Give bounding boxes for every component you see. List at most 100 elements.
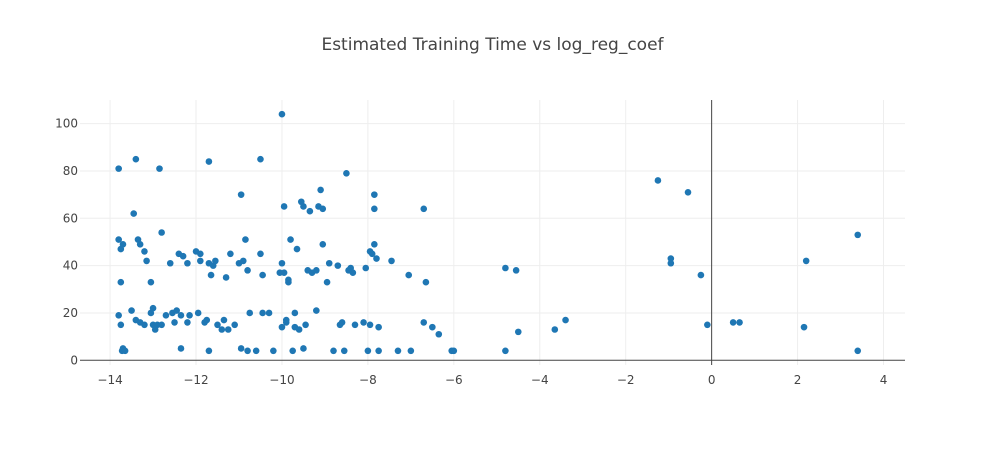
- scatter-point: [119, 241, 127, 248]
- scatter-point: [280, 269, 288, 277]
- scatter-point: [278, 323, 286, 331]
- scatter-point: [729, 319, 737, 326]
- scatter-point: [371, 191, 378, 198]
- grid-lines: [80, 100, 905, 365]
- scatter-point: [212, 257, 219, 265]
- scatter-point: [295, 326, 303, 333]
- scatter-point: [317, 186, 324, 194]
- scatter-point: [143, 257, 150, 265]
- scatter-point: [158, 229, 165, 236]
- scatter-point: [128, 307, 135, 314]
- scatter-point: [340, 347, 348, 355]
- scatter-point: [237, 345, 245, 352]
- scatter-point: [330, 347, 337, 355]
- scatter-point: [360, 319, 367, 326]
- scatter-point: [173, 307, 180, 314]
- scatter-point: [280, 203, 288, 210]
- scatter-point: [184, 259, 191, 267]
- scatter-point: [239, 257, 247, 265]
- scatter-point: [115, 236, 122, 243]
- scatter-point: [289, 347, 296, 355]
- scatter-point: [405, 271, 413, 279]
- scatter-point: [237, 191, 245, 198]
- scatter-point: [394, 347, 402, 355]
- scatter-point: [166, 259, 174, 267]
- scatter-point: [313, 267, 320, 274]
- scatter-point: [177, 345, 185, 352]
- scatter-point: [435, 330, 443, 338]
- y-tick-label: 80: [63, 164, 78, 178]
- scatter-point: [512, 267, 520, 274]
- scatter-point: [300, 345, 307, 352]
- scatter-point: [132, 155, 140, 163]
- scatter-point: [141, 248, 148, 255]
- scatter-point: [214, 321, 221, 329]
- scatter-point: [502, 347, 509, 355]
- scatter-point: [343, 170, 350, 177]
- scatter-point: [257, 250, 264, 258]
- scatter-point: [351, 321, 359, 329]
- x-tick-label: 2: [794, 373, 802, 387]
- scatter-point: [371, 205, 378, 213]
- scatter-point: [227, 250, 234, 258]
- scatter-point: [697, 271, 705, 279]
- scatter-point: [244, 347, 251, 355]
- x-tick-label: −4: [531, 373, 549, 387]
- scatter-point: [117, 278, 125, 286]
- scatter-point: [704, 321, 711, 329]
- data-points: [115, 110, 862, 355]
- scatter-point: [207, 271, 215, 279]
- scatter-point: [287, 236, 294, 243]
- scatter-point: [300, 203, 307, 210]
- scatter-point: [313, 307, 320, 314]
- scatter-point: [194, 309, 202, 317]
- scatter-point: [231, 321, 238, 329]
- scatter-point: [736, 319, 743, 326]
- scatter-point: [121, 347, 129, 355]
- scatter-point: [242, 236, 249, 243]
- scatter-point: [373, 255, 380, 262]
- scatter-point: [158, 321, 165, 329]
- scatter-point: [854, 347, 862, 355]
- scatter-point: [224, 326, 232, 333]
- scatter-point: [366, 321, 374, 329]
- scatter-point: [141, 321, 148, 329]
- scatter-point: [149, 304, 157, 312]
- scatter-point: [667, 259, 675, 267]
- scatter-point: [186, 312, 193, 319]
- scatter-point: [220, 316, 228, 324]
- y-tick-label: 20: [63, 306, 78, 320]
- scatter-point: [130, 210, 138, 217]
- scatter-point: [259, 309, 266, 317]
- scatter-point: [197, 257, 204, 265]
- scatter-point: [349, 269, 357, 277]
- scatter-point: [302, 321, 309, 329]
- scatter-point: [205, 347, 213, 355]
- scatter-point: [551, 326, 559, 333]
- scatter-point: [259, 271, 266, 279]
- scatter-point: [375, 347, 382, 355]
- scatter-point: [285, 278, 292, 286]
- scatter-point: [147, 278, 155, 286]
- x-tick-label: −12: [183, 373, 208, 387]
- scatter-point: [420, 205, 428, 213]
- scatter-point: [502, 264, 509, 272]
- x-tick-label: 4: [880, 373, 888, 387]
- y-tick-label: 100: [55, 117, 78, 131]
- scatter-point: [222, 274, 230, 281]
- y-tick-label: 40: [63, 259, 78, 273]
- scatter-point: [407, 347, 415, 355]
- scatter-point: [252, 347, 260, 355]
- scatter-point: [319, 205, 327, 213]
- x-tick-label: −2: [617, 373, 635, 387]
- scatter-point: [291, 309, 299, 317]
- y-tick-label: 0: [70, 353, 78, 367]
- x-tick-label: −8: [359, 373, 377, 387]
- scatter-point: [319, 241, 327, 248]
- scatter-point: [422, 278, 430, 286]
- x-tick-label: −6: [445, 373, 463, 387]
- x-tick-label: −10: [269, 373, 294, 387]
- scatter-point: [362, 264, 370, 272]
- scatter-point: [338, 319, 346, 326]
